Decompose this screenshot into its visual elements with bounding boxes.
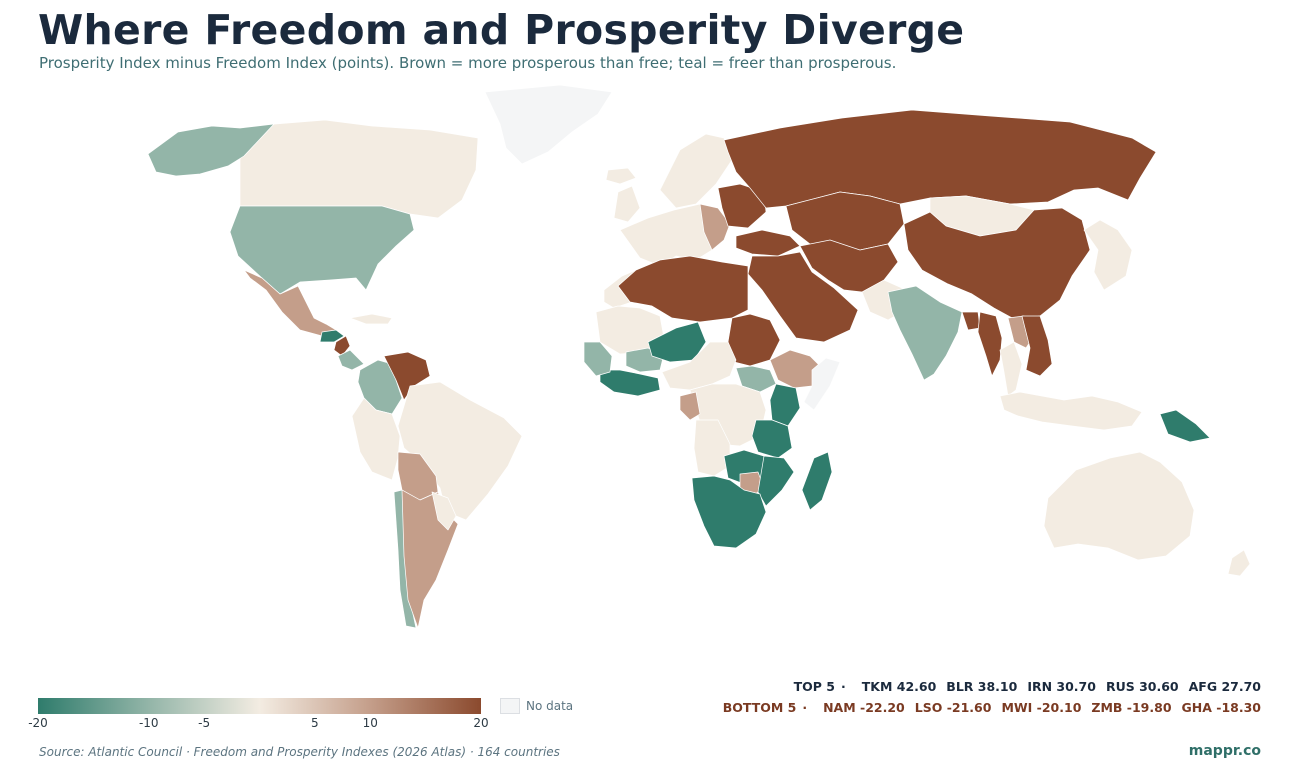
region-india[interactable]	[887, 285, 963, 381]
region-mozambique[interactable]	[757, 455, 795, 507]
region-cuba[interactable]	[349, 313, 393, 325]
top-5-label: TOP 5	[793, 679, 835, 694]
top-5-item: BLR 38.10	[946, 679, 1018, 694]
legend-tick: 5	[311, 716, 319, 730]
region-brazil[interactable]	[397, 381, 523, 521]
region-southern-africa[interactable]	[691, 475, 767, 549]
region-tanzania[interactable]	[751, 419, 793, 459]
world-choropleth-map	[147, 84, 1251, 629]
region-madagascar[interactable]	[801, 451, 833, 511]
brand-logo[interactable]: mappr.co	[1188, 743, 1261, 759]
region-bangladesh[interactable]	[961, 311, 981, 331]
no-data-swatch	[500, 698, 520, 714]
region-usa[interactable]	[229, 205, 415, 295]
region-peru-ecuador[interactable]	[351, 397, 401, 481]
bottom-5-item: ZMB -19.80	[1091, 700, 1172, 715]
legend-tick: 20	[473, 716, 489, 730]
region-somalia[interactable]	[803, 357, 841, 411]
region-senegal-guinea[interactable]	[583, 341, 613, 377]
region-costa-rica-panama[interactable]	[337, 349, 365, 371]
bottom-5-item: GHA -18.30	[1181, 700, 1261, 715]
region-balkans[interactable]	[699, 203, 731, 251]
map-title: Where Freedom and Prosperity Diverge	[38, 6, 965, 54]
region-belarus-ukraine[interactable]	[717, 183, 767, 229]
legend-gradient-bar	[38, 698, 481, 714]
region-nicaragua[interactable]	[333, 335, 351, 357]
bottom-5-label: BOTTOM 5	[722, 700, 797, 715]
region-mexico[interactable]	[243, 269, 337, 337]
region-turkey[interactable]	[735, 229, 801, 257]
top-5-ranking: TOP 5 · TKM 42.60 BLR 38.10 IRN 30.70 RUS 30.…	[793, 679, 1261, 694]
top-5-item: AFG 27.70	[1188, 679, 1261, 694]
bottom-5-ranking: BOTTOM 5 · NAM -22.20 LSO -21.60 MWI -20.10 Z…	[722, 700, 1261, 715]
top-5-item: TKM 42.60	[861, 679, 937, 694]
color-legend: -20 -10 -5 5 10 20 No data	[28, 696, 598, 736]
source-note: Source: Atlantic Council · Freedom and P…	[39, 745, 560, 759]
region-myanmar[interactable]	[977, 311, 1003, 377]
region-new-zealand[interactable]	[1227, 549, 1251, 577]
legend-tick: -5	[198, 716, 211, 730]
region-maritime-se-asia[interactable]	[999, 391, 1143, 431]
region-alaska[interactable]	[147, 123, 275, 177]
region-sudan[interactable]	[727, 313, 781, 367]
region-guatemala-honduras[interactable]	[319, 329, 345, 343]
region-canada[interactable]	[239, 119, 479, 219]
region-colombia[interactable]	[357, 359, 403, 415]
region-nigeria-chad[interactable]	[661, 341, 737, 391]
region-korea-japan[interactable]	[1083, 219, 1133, 291]
region-middle-east[interactable]	[747, 251, 859, 343]
region-north-africa[interactable]	[617, 255, 749, 323]
legend-tick: -10	[138, 716, 159, 730]
region-paraguay-uruguay[interactable]	[431, 491, 457, 531]
region-vietnam-cambodia[interactable]	[1021, 315, 1053, 377]
region-niger[interactable]	[647, 321, 707, 363]
map-subtitle: Prosperity Index minus Freedom Index (po…	[39, 54, 897, 72]
bottom-5-item: LSO -21.60	[914, 700, 992, 715]
region-angola[interactable]	[693, 419, 731, 477]
bottom-5-item: MWI -20.10	[1001, 700, 1082, 715]
region-uk-ireland[interactable]	[613, 185, 641, 223]
region-venezuela[interactable]	[383, 351, 431, 401]
region-iceland[interactable]	[605, 167, 637, 185]
no-data-label: No data	[526, 699, 574, 713]
region-thailand[interactable]	[999, 341, 1023, 397]
region-china[interactable]	[903, 207, 1091, 321]
bottom-5-item: NAM -22.20	[823, 700, 905, 715]
top-5-item: IRN 30.70	[1027, 679, 1096, 694]
region-australia[interactable]	[1043, 451, 1195, 561]
region-gabon-congo[interactable]	[679, 391, 701, 421]
region-russia[interactable]	[723, 109, 1157, 209]
legend-tick: 10	[362, 716, 378, 730]
region-papua-new-guinea[interactable]	[1159, 409, 1211, 443]
region-greenland[interactable]	[484, 84, 613, 165]
top-5-item: RUS 30.60	[1105, 679, 1179, 694]
legend-tick: -20	[28, 716, 48, 730]
region-kenya[interactable]	[769, 383, 801, 427]
region-west-africa-coast[interactable]	[599, 369, 661, 397]
